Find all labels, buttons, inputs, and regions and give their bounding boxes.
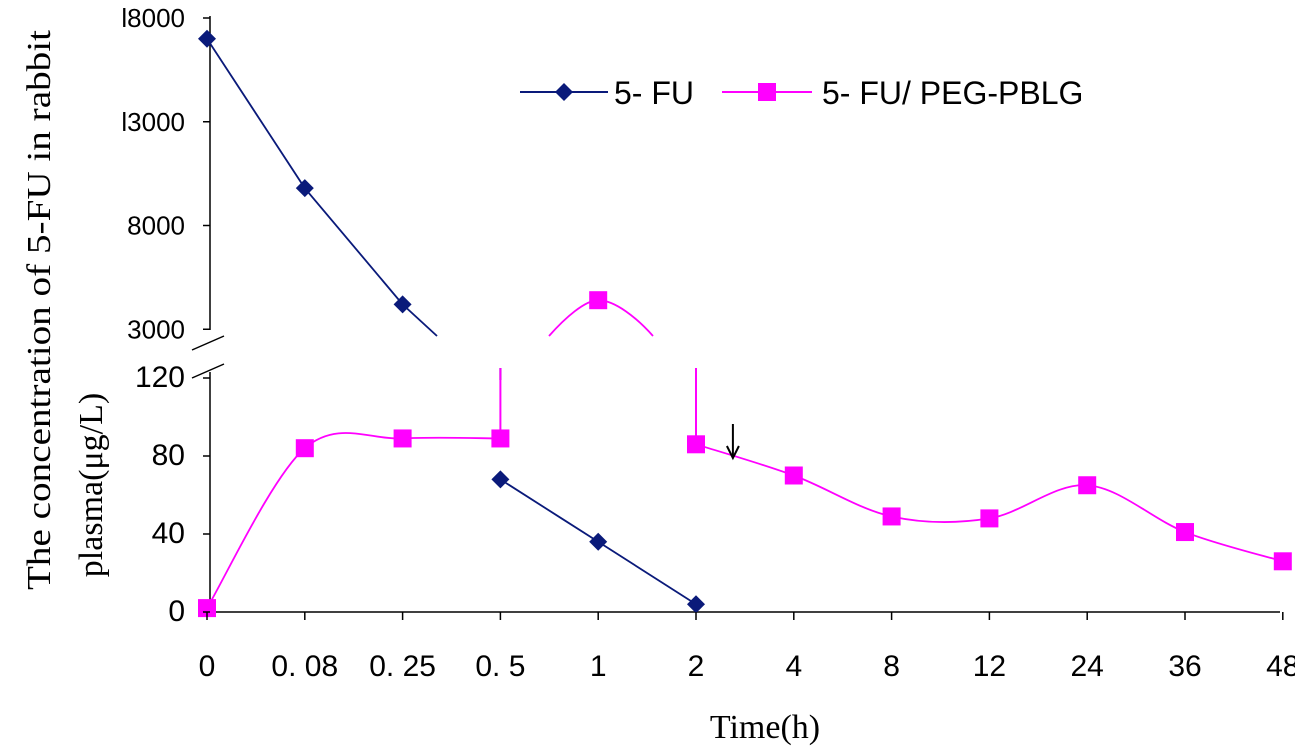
data-point-5fu-peg-pblg bbox=[198, 599, 216, 618]
x-tick-label: 48 bbox=[1266, 650, 1295, 683]
data-point-5fu-peg-pblg bbox=[589, 291, 608, 310]
y-tick-label: 120 bbox=[135, 361, 185, 394]
marker-layer bbox=[198, 29, 1292, 618]
data-point-5fu bbox=[491, 470, 510, 489]
x-tick-label: 0 bbox=[199, 650, 216, 683]
series-line-5fu bbox=[206, 38, 438, 337]
legend-marker-5fu-peg-pblg bbox=[758, 83, 776, 101]
axis-break-mark bbox=[191, 335, 225, 351]
data-point-5fu-peg-pblg bbox=[295, 439, 314, 458]
y-axis-title-line2: plasma(μg/L) bbox=[73, 393, 110, 577]
x-tick-label: 1 bbox=[590, 650, 607, 683]
data-point-5fu-peg-pblg bbox=[980, 509, 999, 528]
x-tick-label: 0. 25 bbox=[369, 650, 436, 683]
y-axis-title-line1: The concentration of 5-FU in rabbit bbox=[21, 29, 58, 590]
data-point-5fu-peg-pblg bbox=[687, 435, 705, 454]
data-point-5fu-peg-pblg bbox=[1078, 476, 1097, 495]
data-point-5fu bbox=[687, 595, 705, 614]
y-tick-label: 80 bbox=[152, 439, 185, 472]
x-tick-label: 4 bbox=[785, 650, 802, 683]
series-line-5fu-peg-pblg bbox=[695, 443, 1284, 563]
y-tick-label: l3000 bbox=[121, 107, 185, 137]
axis-break-mark bbox=[191, 363, 225, 379]
axes-layer bbox=[191, 16, 1280, 613]
y-tick-label: 8000 bbox=[127, 211, 185, 241]
x-axis-title: Time(h) bbox=[710, 709, 820, 746]
y-tick-label: 3000 bbox=[127, 314, 185, 344]
legend-marker-5fu bbox=[555, 83, 573, 101]
data-point-5fu bbox=[589, 532, 608, 551]
y-tick-label: l8000 bbox=[121, 3, 185, 33]
data-point-5fu bbox=[295, 179, 314, 198]
data-point-5fu bbox=[393, 295, 412, 314]
x-tick-label: 8 bbox=[883, 650, 900, 683]
ticks-layer: 3000 8000 l3000 l8000 0 40 80 120 0 0. 08 0. 25 0. … bbox=[121, 3, 1295, 683]
data-point-5fu-peg-pblg bbox=[784, 466, 803, 485]
data-point-5fu-peg-pblg bbox=[1176, 523, 1194, 542]
legend-label-5fu-peg-pblg: 5- FU/ PEG-PBLG bbox=[822, 75, 1083, 111]
x-tick-label: 24 bbox=[1071, 650, 1104, 683]
series-layer bbox=[206, 38, 1284, 609]
legend-label-5fu: 5- FU bbox=[614, 75, 694, 111]
annotation-arrow-head bbox=[726, 445, 740, 461]
x-tick-label: 0. 5 bbox=[475, 650, 525, 683]
data-point-5fu-peg-pblg bbox=[491, 429, 510, 448]
data-point-5fu bbox=[198, 29, 216, 48]
x-tick-label: 0. 08 bbox=[271, 650, 338, 683]
data-point-5fu-peg-pblg bbox=[1273, 552, 1292, 571]
x-tick-label: 2 bbox=[688, 650, 705, 683]
legend-layer: 5- FU 5- FU/ PEG-PBLG bbox=[520, 75, 1083, 111]
x-tick-label: 12 bbox=[973, 650, 1006, 683]
x-tick-label: 36 bbox=[1168, 650, 1201, 683]
data-point-5fu-peg-pblg bbox=[393, 429, 412, 448]
data-point-5fu-peg-pblg bbox=[882, 507, 901, 526]
y-tick-label: 40 bbox=[152, 517, 185, 550]
series-line-5fu-peg-pblg bbox=[206, 432, 501, 609]
y-tick-label: 0 bbox=[168, 595, 185, 628]
